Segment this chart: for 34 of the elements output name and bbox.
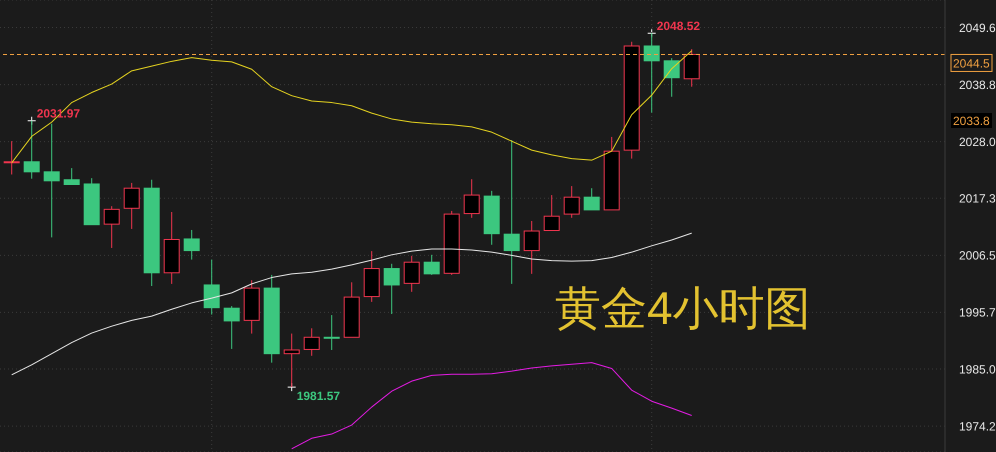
candlestick xyxy=(384,263,400,315)
y-tick-label: 1974.2 xyxy=(959,419,996,434)
candlestick xyxy=(464,178,480,218)
candlestick xyxy=(184,229,200,260)
y-tick-label: 1995.7 xyxy=(959,306,996,320)
candlestick xyxy=(204,259,220,316)
annotation: 1981.57 xyxy=(296,389,340,404)
text: 黄金4小时图 xyxy=(555,282,811,334)
candlestick xyxy=(104,206,120,248)
candlestick xyxy=(544,194,560,231)
candlestick xyxy=(584,188,600,210)
y-tick-label: 2038.8 xyxy=(959,78,996,92)
candlestick xyxy=(64,168,80,185)
candlestick xyxy=(44,123,60,238)
y-tick-label: 2028.0 xyxy=(959,134,996,149)
y-tick-label: 2017.3 xyxy=(959,192,996,206)
candlestick xyxy=(504,140,520,284)
candlestick xyxy=(664,58,680,98)
y-tick-label: 2049.6 xyxy=(959,20,996,35)
y-tick-label: 1985.0 xyxy=(959,362,996,376)
candlestick xyxy=(4,140,20,175)
y-tick-label: 2006.5 xyxy=(959,248,996,263)
candlestick xyxy=(404,255,420,292)
candlestick xyxy=(324,314,340,350)
candlestick xyxy=(124,182,140,230)
candlestick xyxy=(564,186,580,218)
candlestick xyxy=(304,328,320,356)
candlestick xyxy=(524,220,540,274)
ref-line-label: 2044.5 xyxy=(953,56,990,70)
text: 2033.8 xyxy=(953,114,990,128)
line-series xyxy=(291,362,692,450)
candlestick xyxy=(224,306,240,350)
annotation: 2048.52 xyxy=(656,19,700,34)
candlestick xyxy=(424,254,440,276)
